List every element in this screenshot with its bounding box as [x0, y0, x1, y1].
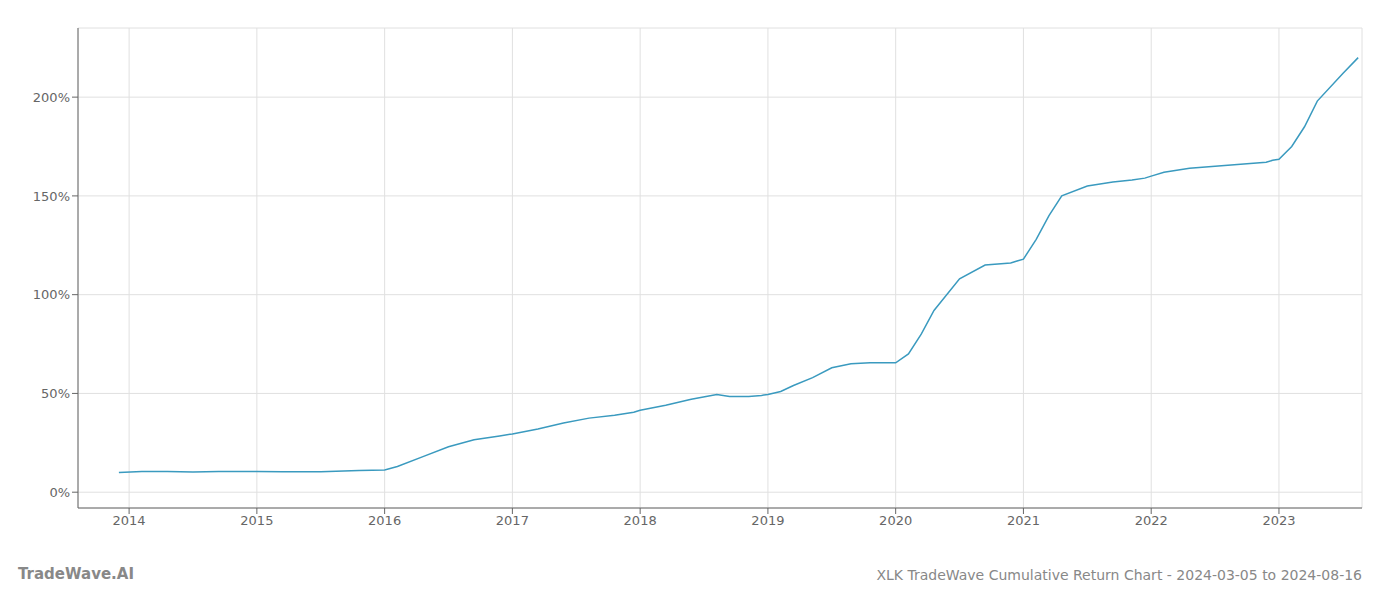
- svg-text:50%: 50%: [41, 386, 70, 401]
- svg-text:2015: 2015: [240, 513, 273, 528]
- svg-text:150%: 150%: [33, 189, 70, 204]
- svg-text:200%: 200%: [33, 90, 70, 105]
- svg-text:100%: 100%: [33, 287, 70, 302]
- svg-text:2018: 2018: [624, 513, 657, 528]
- svg-text:0%: 0%: [49, 485, 70, 500]
- svg-text:2016: 2016: [368, 513, 401, 528]
- svg-text:2019: 2019: [751, 513, 784, 528]
- html-text:TradeWave.AI: TradeWave.AI: [18, 565, 134, 583]
- svg-text:2014: 2014: [113, 513, 146, 528]
- html-text:XLK TradeWave Cumulative Retur: XLK TradeWave Cumulative Return Chart - …: [876, 567, 1362, 583]
- svg-text:2021: 2021: [1007, 513, 1040, 528]
- svg-text:2022: 2022: [1135, 513, 1168, 528]
- svg-text:2017: 2017: [496, 513, 529, 528]
- svg-text:2020: 2020: [879, 513, 912, 528]
- svg-text:2023: 2023: [1262, 513, 1295, 528]
